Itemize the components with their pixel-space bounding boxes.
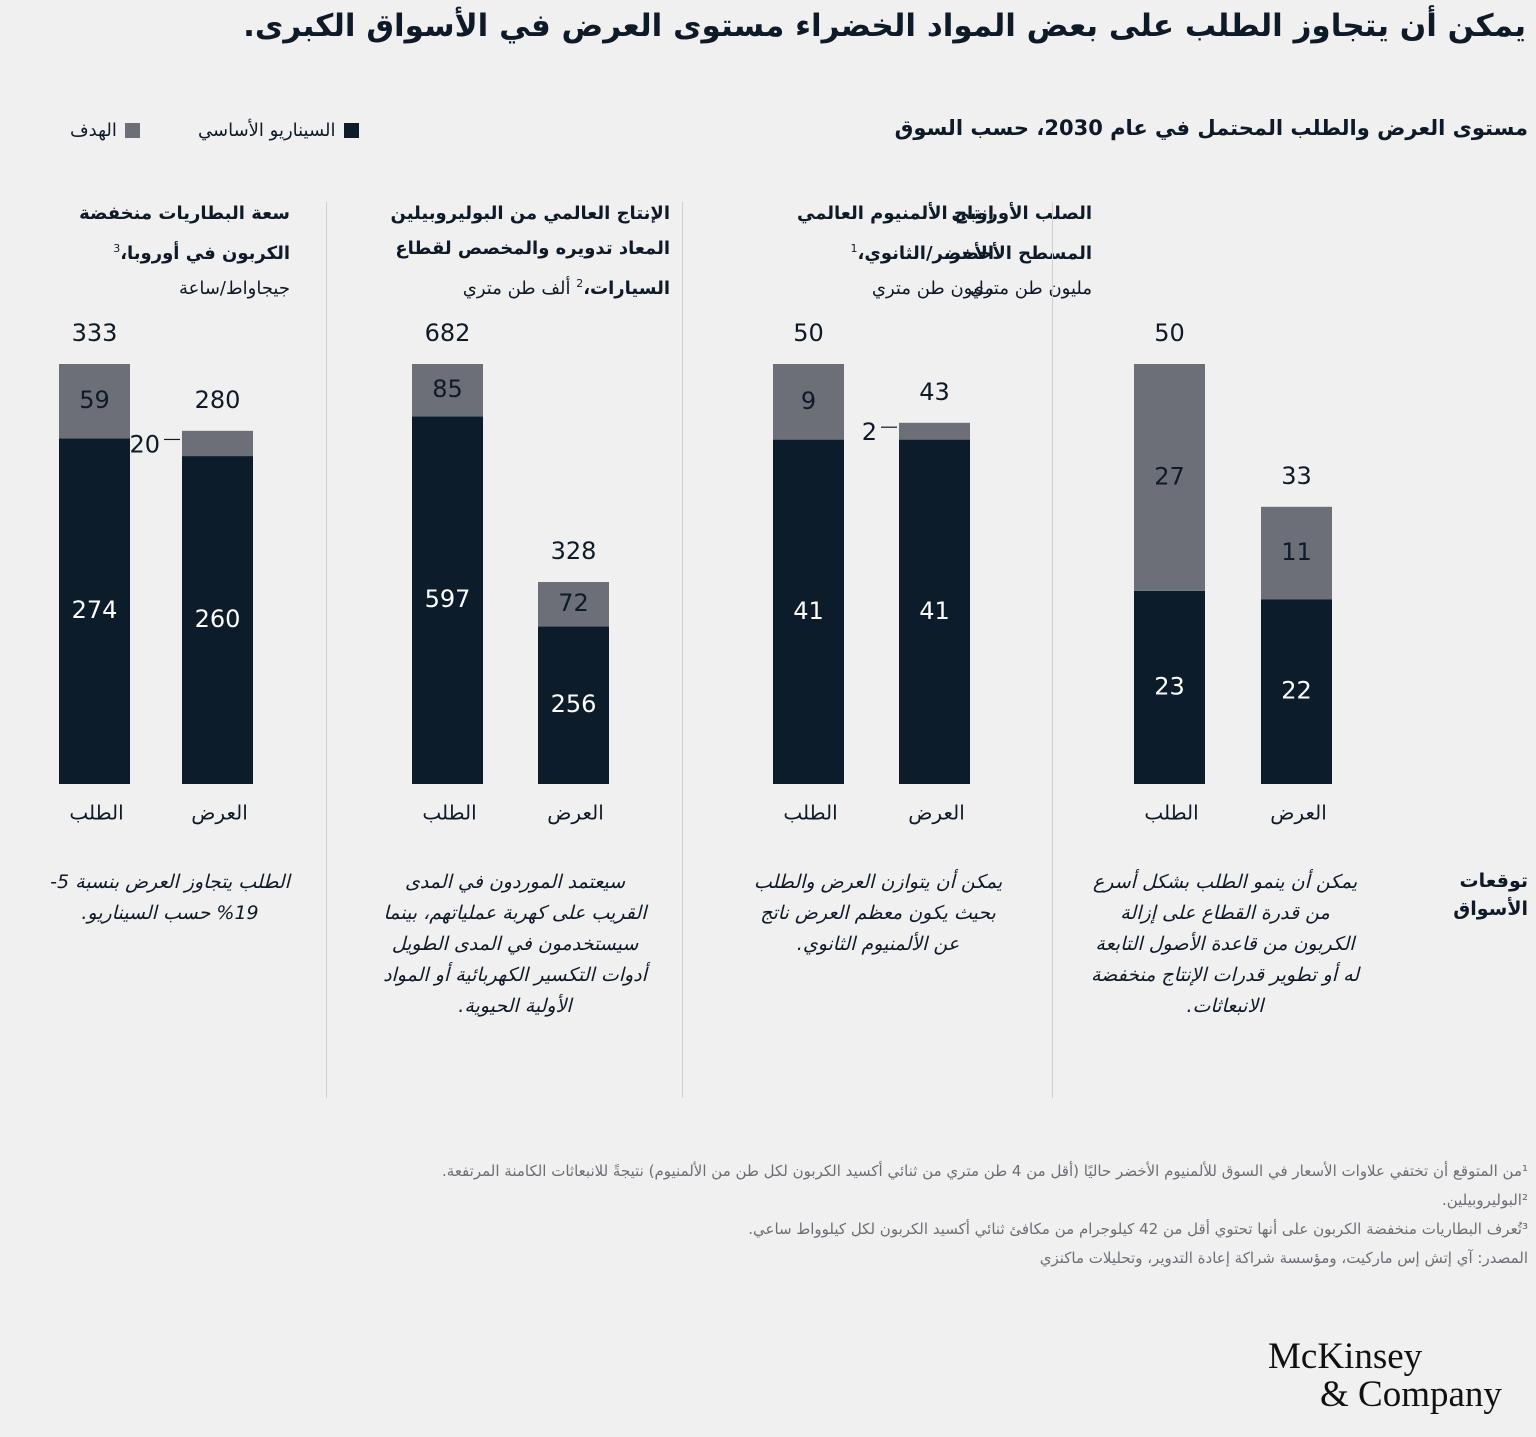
bar-target-polypropylene-1 xyxy=(538,582,609,627)
data-label-target-batteries-1: 20 xyxy=(129,430,160,458)
data-label-target-steel-1: 11 xyxy=(1281,538,1312,566)
note-polypropylene: سيعتمد الموردون في المدى القريب على كهرب… xyxy=(383,871,647,1017)
legend-swatch-target xyxy=(124,123,140,138)
bar-target-steel-0 xyxy=(1134,364,1205,591)
stacked-bar-charts: 23 27 50 الطلب 22 11 33 العرض 41 9 50 الطلب 41 2 43 الع… xyxy=(59,319,1332,825)
data-label-target-aluminium-0: 9 xyxy=(801,387,816,415)
bar-target-aluminium-0 xyxy=(773,364,844,440)
note-batteries: الطلب يتجاوز العرض بنسبة 5-19% حسب السين… xyxy=(50,871,290,924)
bar-base-batteries-1 xyxy=(182,456,253,784)
data-label-base-steel-0: 23 xyxy=(1154,672,1185,700)
data-label-total-batteries-0: 333 xyxy=(72,319,118,347)
footnote-source: المصدر: آي إتش إس ماركيت، ومؤسسة شراكة إ… xyxy=(1039,1249,1528,1267)
bar-target-batteries-0 xyxy=(59,364,130,439)
data-label-target-aluminium-1: 2 xyxy=(862,418,877,446)
data-label-base-batteries-0: 274 xyxy=(72,596,118,624)
legend-item-target: الهدف xyxy=(70,120,140,141)
data-label-base-batteries-1: 260 xyxy=(195,605,241,633)
data-label-total-steel-1: 33 xyxy=(1281,462,1312,490)
divider xyxy=(326,202,327,1098)
bar-base-aluminium-0 xyxy=(773,439,844,784)
category-label-steel-1: العرض xyxy=(1270,801,1327,825)
chart-header-polypropylene: الإنتاج العالمي من البوليروبيلين المعاد … xyxy=(390,203,671,299)
data-label-base-polypropylene-0: 597 xyxy=(425,585,471,613)
bar-target-polypropylene-0 xyxy=(412,364,483,417)
bar-base-aluminium-1 xyxy=(899,439,970,784)
data-label-total-polypropylene-1: 328 xyxy=(551,537,597,565)
category-label-batteries-1: العرض xyxy=(191,801,248,825)
data-label-target-polypropylene-1: 72 xyxy=(558,589,589,617)
mckinsey-logo: McKinsey & Company xyxy=(1268,1336,1502,1415)
bar-base-steel-1 xyxy=(1261,599,1332,784)
data-label-total-polypropylene-0: 682 xyxy=(425,319,471,347)
bar-base-batteries-0 xyxy=(59,438,130,784)
bar-target-aluminium-1 xyxy=(899,422,970,440)
data-label-base-aluminium-0: 41 xyxy=(793,597,824,625)
data-label-total-aluminium-1: 43 xyxy=(919,378,950,406)
chart-unit-batteries: جيجاواط/ساعة xyxy=(178,278,290,299)
chart-unit-polypropylene: ألف طن متري xyxy=(462,278,571,299)
footnote-2: ²البوليروبيلين. xyxy=(1441,1191,1528,1209)
chart-unit-steel: مليون طن متري xyxy=(969,278,1092,299)
chart-title-steel: الصلب الأوروبي المسطح الأخضر، xyxy=(943,203,1092,264)
category-label-polypropylene-1: العرض xyxy=(547,801,604,825)
divider xyxy=(682,202,683,1098)
bar-base-polypropylene-1 xyxy=(538,626,609,784)
chart-header-aluminium: إنتاج الألمنيوم العالمي الأخضر/الثانوي،1… xyxy=(797,203,994,299)
legend-item-base: السيناريو الأساسي xyxy=(198,120,359,141)
note-steel: يمكن أن ينمو الطلب بشكل أسرع من قدرة الق… xyxy=(1090,871,1360,1017)
legend-label-base: السيناريو الأساسي xyxy=(198,120,336,141)
bar-target-steel-1 xyxy=(1261,506,1332,600)
divider xyxy=(1052,202,1053,1098)
chart-title-aluminium: إنتاج الألمنيوم العالمي الأخضر/الثانوي، xyxy=(797,203,994,264)
chart-title-batteries: سعة البطاريات منخفضة الكربون في أوروبا، xyxy=(79,203,290,264)
data-label-base-steel-1: 22 xyxy=(1281,677,1312,705)
data-label-base-polypropylene-1: 256 xyxy=(551,690,597,718)
data-label-target-batteries-0: 59 xyxy=(79,386,110,414)
data-label-total-aluminium-0: 50 xyxy=(793,319,824,347)
data-label-total-batteries-1: 280 xyxy=(195,386,241,414)
footnote-3: ³تُعرف البطاريات منخفضة الكربون على أنها… xyxy=(748,1220,1528,1238)
category-label-polypropylene-0: الطلب xyxy=(422,801,476,825)
footnote-1: ¹من المتوقع أن تختفي علاوات الأسعار في ا… xyxy=(442,1162,1528,1180)
chart-title-polypropylene: الإنتاج العالمي من البوليروبيلين المعاد … xyxy=(390,203,671,299)
chart-header-steel: الصلب الأوروبي المسطح الأخضر، مليون طن م… xyxy=(944,196,1314,306)
data-label-target-steel-0: 27 xyxy=(1154,462,1185,490)
category-label-aluminium-0: الطلب xyxy=(783,801,837,825)
chart-subtitle: مستوى العرض والطلب المحتمل في عام 2030، … xyxy=(894,116,1528,140)
note-aluminium: يمكن أن يتوازن العرض والطلب بحيث يكون مع… xyxy=(753,871,1003,955)
bar-target-batteries-1 xyxy=(182,430,253,457)
data-label-total-steel-0: 50 xyxy=(1154,319,1185,347)
chart-header-batteries: سعة البطاريات منخفضة الكربون في أوروبا،3… xyxy=(79,203,290,299)
data-label-base-aluminium-1: 41 xyxy=(919,597,950,625)
outlook-label: توقعات الأسواق xyxy=(1453,870,1528,920)
legend-swatch-base xyxy=(343,123,359,138)
category-label-steel-0: الطلب xyxy=(1144,801,1198,825)
data-label-target-polypropylene-0: 85 xyxy=(432,375,463,403)
bar-base-steel-0 xyxy=(1134,590,1205,784)
bar-base-polypropylene-0 xyxy=(412,416,483,784)
category-label-batteries-0: الطلب xyxy=(69,801,123,825)
page-title: يمكن أن يتجاوز الطلب على بعض المواد الخض… xyxy=(243,8,1526,44)
chart-unit-aluminium: مليون طن متري xyxy=(871,278,994,299)
legend-label-target: الهدف xyxy=(70,120,117,141)
category-label-aluminium-1: العرض xyxy=(908,801,965,825)
